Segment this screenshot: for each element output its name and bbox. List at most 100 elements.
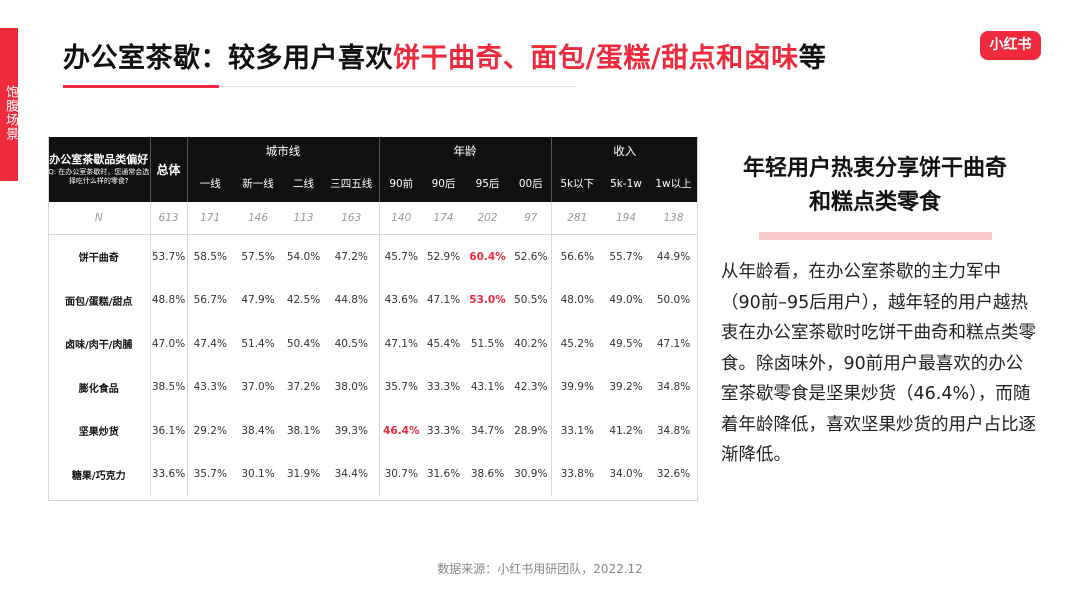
title-suffix: 等	[798, 43, 827, 74]
table-cell: 57.5%	[241, 250, 275, 263]
table-cell: 58.5%	[193, 250, 227, 263]
table-cell: 54.0%	[286, 250, 321, 263]
column-header: 1w以上	[649, 165, 699, 202]
table-cell: 140	[379, 202, 423, 235]
table-cell: 281	[551, 202, 603, 235]
table-cell: 56.6%	[560, 250, 594, 263]
title-highlight: 饼干曲奇、面包/蛋糕/甜点和卤味	[393, 43, 799, 74]
table-cell: 38.0%	[324, 365, 380, 409]
table-cell: 50.5%	[511, 278, 552, 322]
table-cell: 29.2%	[193, 424, 227, 437]
table-cell: 42.3%	[511, 365, 552, 409]
table-cell: 33.8%	[560, 468, 594, 481]
table-cell: 41.2%	[609, 424, 643, 437]
table-cell: 45.4%	[426, 337, 461, 350]
table-row: 面包/蛋糕/甜点 48.8% 56.7% 47.9% 42.5% 44.8% 43.6% 47…	[48, 278, 698, 322]
table-cell: 37.2%	[286, 381, 321, 394]
table-cell: 31.6%	[426, 468, 461, 481]
group-header-income: 收入	[551, 137, 699, 165]
table-cell: 38.4%	[241, 424, 275, 437]
table-cell: 39.3%	[324, 409, 380, 453]
insight-divider	[759, 232, 992, 240]
section-tab: 饱腹场景	[0, 28, 18, 181]
table-cell: 47.2%	[324, 234, 380, 279]
insight-body: 从年龄看，在办公室茶歇的主力军中（90前–95后用户），越年轻的用户越热衷在办公…	[721, 262, 1036, 465]
table-cell: 53.7%	[150, 234, 188, 279]
table-cell: 35.7%	[193, 468, 227, 481]
table-row: 膨化食品 38.5% 43.3% 37.0% 37.2% 38.0% 35.7% 33.3% 4…	[48, 365, 698, 409]
column-header: 三四五线	[324, 165, 380, 202]
table-cell: 51.5%	[470, 337, 505, 350]
table-cell: 202	[464, 202, 511, 235]
table-cell: 194	[603, 202, 649, 235]
table-cell: 40.5%	[324, 322, 380, 366]
table-cell: 43.6%	[384, 294, 418, 307]
table-cell: 42.5%	[286, 294, 321, 307]
group-header-age: 年龄	[379, 137, 552, 165]
table-cell-highlighted: 60.4%	[469, 250, 506, 263]
column-header: 5k以下	[551, 165, 603, 202]
row-label: 膨化食品	[48, 365, 151, 409]
table-cell: 613	[150, 202, 188, 235]
table-cell: 47.4%	[193, 337, 227, 350]
table-cell: 174	[423, 202, 464, 235]
table-cell: 47.1%	[656, 337, 691, 350]
table-cell: 36.1%	[150, 409, 188, 453]
page-title: 办公室茶歇：较多用户喜欢饼干曲奇、面包/蛋糕/甜点和卤味等	[63, 36, 826, 75]
table-cell: 97	[511, 202, 552, 235]
table-cell: 47.1%	[384, 337, 418, 350]
row-label: 卤味/肉干/肉脯	[48, 322, 151, 366]
table-cell: 44.9%	[656, 250, 691, 263]
column-header: 新一线	[233, 165, 283, 202]
table-cell: 49.0%	[609, 294, 643, 307]
data-source: 数据来源：小红书用研团队，2022.12	[437, 562, 643, 576]
title-underline	[63, 85, 577, 88]
table-cell: 113	[283, 202, 324, 235]
table-row: 卤味/肉干/肉脯 47.0% 47.4% 51.4% 50.4% 40.5% 47.1% 45…	[48, 322, 698, 366]
column-header: 95后	[464, 165, 511, 202]
insight-title: 年轻用户热衷分享饼干曲奇 和糕点类零食	[700, 152, 1050, 220]
table-cell: 55.7%	[609, 250, 643, 263]
table-cell: 163	[324, 202, 380, 235]
title-prefix: 办公室茶歇：较多用户喜欢	[63, 43, 393, 74]
table-cell: 33.3%	[426, 424, 461, 437]
column-header: 5k-1w	[603, 165, 649, 202]
table-header-groups: 办公室茶歇品类偏好 Q: 在办公室茶歇时，您通常会选择吃什么样的零食? 总体 城…	[48, 137, 699, 202]
total-header: 总体	[150, 137, 188, 202]
column-header: 90前	[379, 165, 423, 202]
table-cell: 45.2%	[560, 337, 594, 350]
preference-table: 办公室茶歇品类偏好 Q: 在办公室茶歇时，您通常会选择吃什么样的零食? 总体 城…	[48, 137, 699, 496]
table-cell: 32.6%	[656, 468, 691, 481]
table-cell: 50.4%	[286, 337, 321, 350]
table-cell: 52.9%	[426, 250, 461, 263]
table-cell: 39.9%	[560, 381, 594, 394]
table-cell: 146	[233, 202, 283, 235]
column-header: 一线	[187, 165, 233, 202]
row-label: 坚果炒货	[48, 409, 151, 453]
group-header-city: 城市线	[187, 137, 380, 165]
table-cell-highlighted: 53.0%	[469, 294, 506, 307]
table-cell: 38.1%	[286, 424, 321, 437]
table-cell: 34.7%	[470, 424, 505, 437]
table-cell: 31.9%	[286, 468, 321, 481]
table-cell: 38.5%	[150, 365, 188, 409]
table-cell: 35.7%	[384, 381, 418, 394]
table-row: 坚果炒货 36.1% 29.2% 38.4% 38.1% 39.3% 46.4% 33.3% 3…	[48, 409, 698, 453]
insight-title-line1: 年轻用户热衷分享饼干曲奇	[742, 156, 1007, 181]
category-question: Q: 在办公室茶歇时，您通常会选择吃什么样的零食?	[48, 168, 150, 185]
table-cell: 37.0%	[241, 381, 275, 394]
table-cell: 30.7%	[384, 468, 418, 481]
title-underline-accent	[63, 85, 219, 88]
table-cell: 49.5%	[609, 337, 643, 350]
table-cell: 33.3%	[426, 381, 461, 394]
table-cell: 34.8%	[656, 381, 691, 394]
table-cell: 30.1%	[241, 468, 275, 481]
table-cell: 33.6%	[150, 452, 188, 496]
table-cell: 47.0%	[150, 322, 188, 366]
table-cell: 50.0%	[656, 294, 691, 307]
table-cell: 45.7%	[384, 250, 418, 263]
table-cell: 47.1%	[426, 294, 461, 307]
sample-size-row: N 613 171 146 113 163 140 174 202 97 281…	[48, 202, 699, 235]
table-cell: 38.6%	[470, 468, 505, 481]
brand-logo: 小红书	[980, 31, 1041, 60]
